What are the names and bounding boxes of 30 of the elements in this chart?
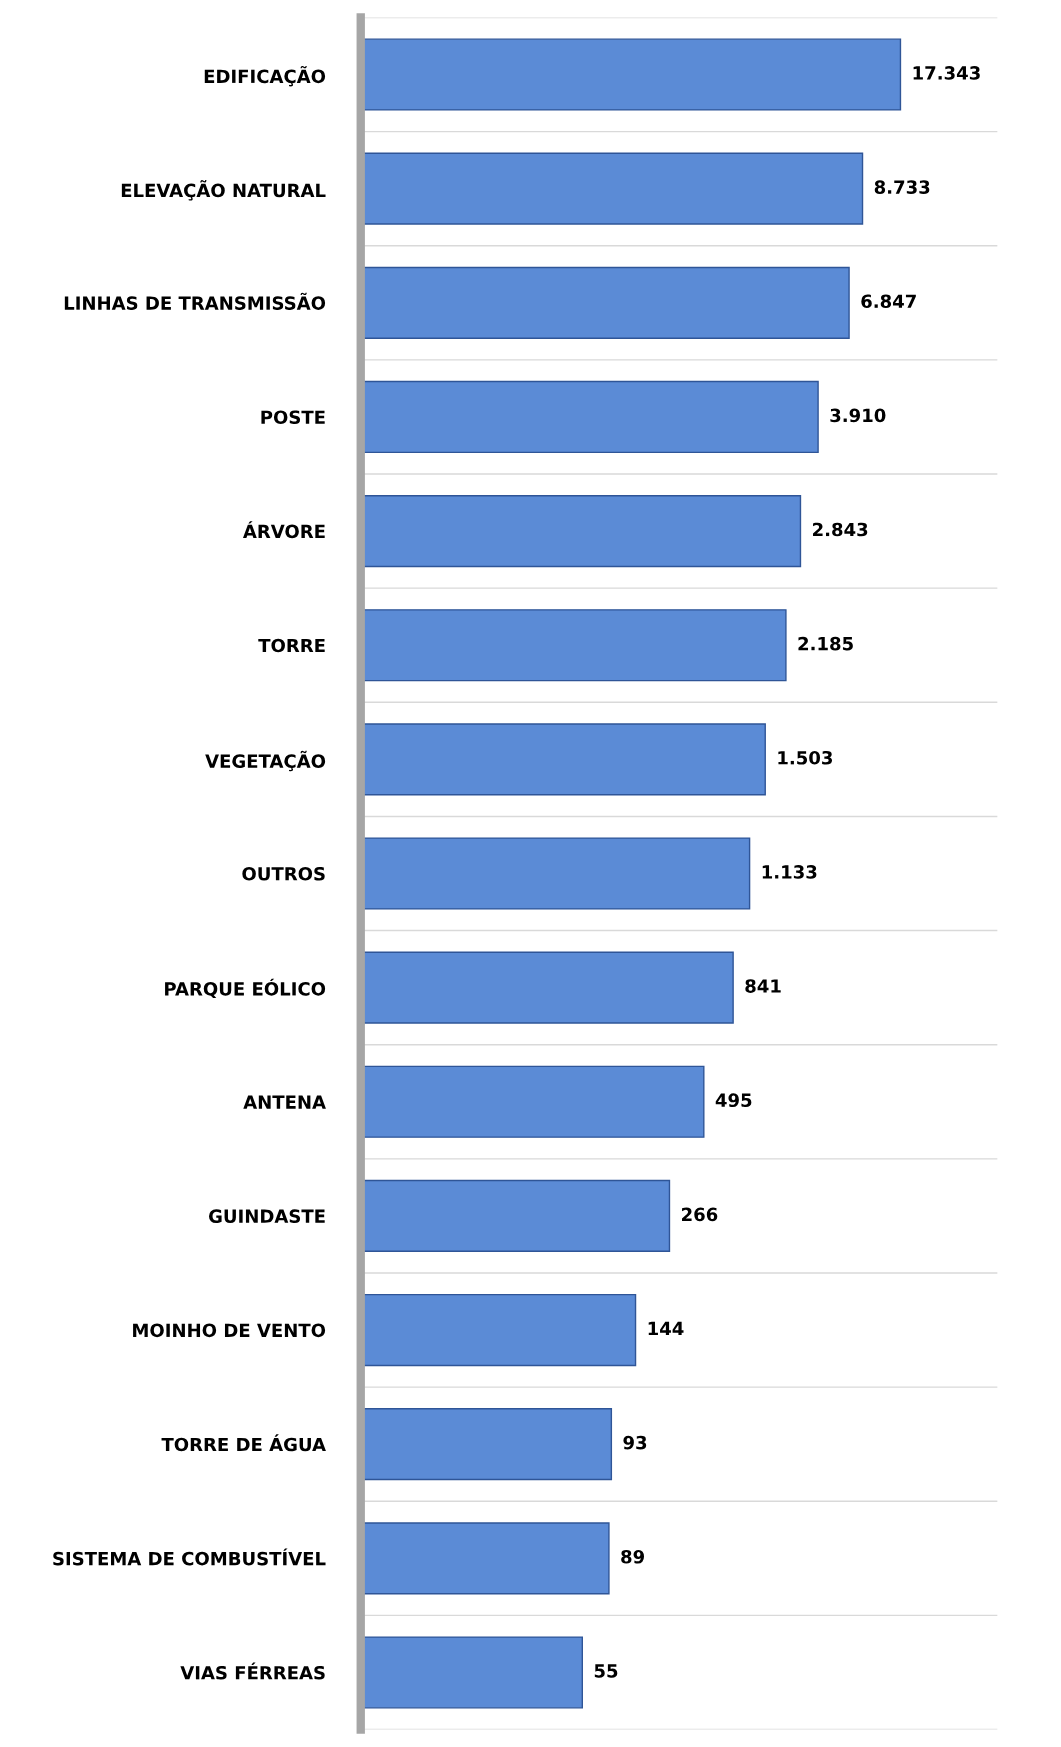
- data-label: 6.847: [861, 294, 916, 309]
- data-label: 93: [623, 1435, 647, 1450]
- y-tick-label: VEGETAÇÃO: [205, 750, 326, 772]
- y-tick-label: TORRE: [258, 638, 325, 653]
- y-tick-label: EDIFICAÇÃO: [204, 65, 326, 87]
- data-label: 8.733: [874, 180, 930, 194]
- data-label: 3.910: [830, 408, 886, 423]
- y-tick-label: TORRE DE ÁGUA: [161, 1434, 326, 1452]
- y-tick-label: ANTENA: [243, 1095, 326, 1109]
- y-tick-label: SISTEMA DE COMBUSTÍVEL: [53, 1548, 326, 1566]
- data-label: 2.185: [798, 636, 853, 651]
- data-label: 1.503: [778, 750, 833, 765]
- y-tick-label: GUINDASTE: [208, 1209, 325, 1224]
- data-label: 2.843: [813, 522, 868, 537]
- y-tick-label: POSTE: [261, 410, 325, 425]
- y-tick-label: ÁRVORE: [242, 521, 325, 539]
- y-tick-label: MOINHO DE VENTO: [133, 1323, 326, 1338]
- data-label: 1.133: [762, 865, 817, 879]
- data-label: 17.343: [913, 66, 980, 80]
- y-tick-label: PARQUE EÓLICO: [165, 978, 326, 999]
- data-label: 89: [621, 1549, 645, 1564]
- data-label: 266: [682, 1207, 718, 1222]
- data-label: 495: [715, 1093, 752, 1108]
- y-tick-label: VIAS FÉRREAS: [180, 1662, 325, 1680]
- data-label: 55: [594, 1664, 618, 1678]
- y-tick-label: OUTROS: [242, 866, 325, 881]
- y-tick-label: LINHAS DE TRANSMISSÃO: [64, 292, 326, 310]
- data-label: 841: [745, 979, 781, 993]
- data-label: 144: [648, 1321, 684, 1336]
- y-tick-label: ELEVAÇÃO NATURAL: [121, 180, 326, 201]
